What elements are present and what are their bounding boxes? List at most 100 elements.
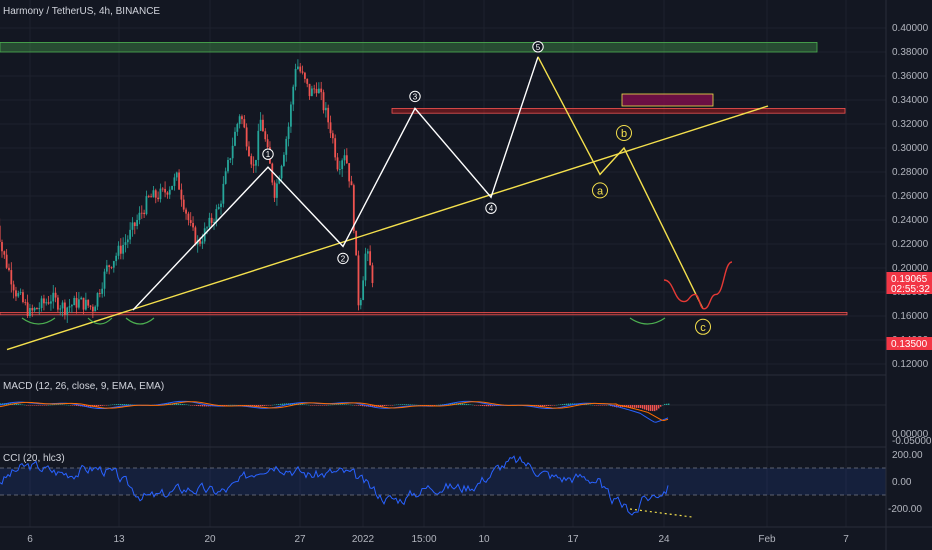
macd-histogram-bar bbox=[430, 405, 432, 406]
macd-histogram-bar bbox=[312, 405, 314, 406]
macd-histogram-bar bbox=[232, 404, 234, 406]
zone-resistance-1[interactable] bbox=[391, 108, 846, 114]
macd-histogram-bar bbox=[128, 404, 130, 405]
candle-body bbox=[357, 255, 360, 306]
macd-histogram-bar bbox=[466, 403, 468, 405]
macd-histogram-bar bbox=[590, 404, 592, 406]
macd-histogram-bar bbox=[428, 405, 430, 406]
candle-body bbox=[150, 196, 153, 198]
cci-tick-0: 0.00 bbox=[892, 477, 912, 488]
macd-histogram-bar bbox=[408, 404, 410, 405]
macd-histogram-bar bbox=[24, 404, 26, 406]
macd-histogram-bar bbox=[484, 405, 486, 407]
impulse-wave-line[interactable] bbox=[132, 56, 539, 311]
candle-body bbox=[273, 182, 276, 198]
wave-marker-5 bbox=[532, 41, 544, 53]
candle-body bbox=[108, 265, 111, 267]
wave-label-c: c bbox=[700, 322, 706, 334]
support-curve-0 bbox=[21, 317, 56, 325]
candle-body bbox=[171, 185, 173, 190]
zone-supply-2[interactable] bbox=[621, 93, 714, 107]
candle-body bbox=[252, 164, 255, 166]
macd-histogram-bar bbox=[88, 405, 90, 407]
candle-body bbox=[154, 190, 157, 198]
candle-body bbox=[175, 172, 178, 178]
candle-body bbox=[29, 307, 31, 316]
macd-histogram-bar bbox=[628, 405, 630, 408]
candle-body bbox=[371, 265, 374, 284]
macd-histogram-bar bbox=[262, 405, 264, 407]
macd-histogram-bar bbox=[302, 404, 304, 405]
macd-histogram-bar bbox=[652, 405, 654, 412]
macd-histogram-bar bbox=[364, 405, 366, 407]
macd-histogram-bar bbox=[98, 405, 100, 407]
macd-histogram-bar bbox=[480, 405, 482, 406]
candle-body bbox=[57, 297, 59, 310]
macd-histogram-bar bbox=[116, 404, 118, 405]
candle-body bbox=[59, 308, 62, 310]
macd-histogram-bar bbox=[592, 404, 594, 406]
macd-histogram-bar bbox=[558, 404, 560, 406]
zone-resistance-0[interactable] bbox=[0, 42, 818, 53]
macd-histogram-bar bbox=[328, 404, 330, 406]
candle-body bbox=[22, 292, 24, 303]
macd-histogram-bar bbox=[176, 403, 178, 405]
macd-histogram-bar bbox=[196, 405, 198, 406]
candle-body bbox=[287, 126, 290, 139]
macd-histogram-bar bbox=[26, 405, 28, 406]
time-axis[interactable]: 6 13 20 27 2022 15:00 10 17 24 Feb 7 bbox=[27, 534, 849, 545]
candle-body bbox=[215, 209, 218, 222]
zone-support-3[interactable] bbox=[0, 311, 848, 316]
candle-body bbox=[70, 305, 73, 307]
macd-histogram-bar bbox=[234, 404, 236, 406]
macd-histogram-bar bbox=[460, 403, 462, 405]
candle-body bbox=[33, 307, 36, 311]
cci-tick-neg200: -200.00 bbox=[888, 504, 922, 515]
candle-body bbox=[308, 83, 311, 97]
macd-histogram-bar bbox=[256, 405, 258, 407]
macd-histogram-bar bbox=[62, 404, 64, 406]
current-price-box bbox=[886, 272, 932, 294]
macd-histogram-bar bbox=[640, 405, 642, 409]
macd-histogram-bar bbox=[356, 405, 358, 406]
macd-histogram-bar bbox=[106, 405, 108, 406]
candle-body bbox=[320, 88, 323, 93]
candle-body bbox=[3, 251, 6, 255]
macd-histogram-bar bbox=[490, 405, 492, 407]
macd-histogram-bar bbox=[414, 404, 416, 406]
candle-body bbox=[245, 127, 248, 147]
chart-title: Harmony / TetherUS, 4h, BINANCE bbox=[3, 6, 160, 17]
macd-histogram-bar bbox=[626, 405, 628, 408]
macd-histogram-bar bbox=[394, 404, 396, 406]
macd-histogram-bar bbox=[416, 404, 418, 406]
candle-body bbox=[317, 88, 320, 94]
macd-histogram-bar bbox=[340, 404, 342, 405]
candle-body bbox=[1, 242, 3, 252]
macd-histogram-bar bbox=[660, 405, 662, 407]
time-tick-0: 6 bbox=[27, 534, 33, 545]
macd-histogram-bar bbox=[72, 405, 74, 406]
macd-histogram-bar bbox=[294, 403, 296, 405]
macd-histogram-bar bbox=[64, 404, 66, 406]
macd-histogram-bar bbox=[48, 404, 50, 406]
macd-histogram-bar bbox=[66, 404, 68, 406]
macd-histogram-bar bbox=[666, 403, 668, 405]
candle-body bbox=[119, 245, 122, 254]
macd-histogram-bar bbox=[28, 405, 30, 406]
price-axis[interactable]: 0.40000 0.38000 0.36000 0.34000 0.32000 0.300… bbox=[892, 23, 929, 370]
macd-histogram-bar bbox=[52, 404, 54, 406]
projection-curve[interactable] bbox=[663, 261, 733, 310]
candle-body bbox=[112, 261, 115, 268]
macd-histogram-bar bbox=[34, 405, 36, 406]
macd-tick-0: 0.00000 bbox=[892, 429, 929, 440]
macd-histogram-bar bbox=[178, 403, 180, 405]
correction-wave-line[interactable] bbox=[537, 56, 704, 310]
candle-body bbox=[192, 222, 194, 228]
candle-body bbox=[15, 290, 17, 297]
candle-body bbox=[259, 119, 262, 131]
grid bbox=[0, 0, 886, 527]
candle-body bbox=[143, 212, 146, 215]
candle-body bbox=[145, 196, 148, 215]
macd-histogram-bar bbox=[114, 404, 116, 405]
